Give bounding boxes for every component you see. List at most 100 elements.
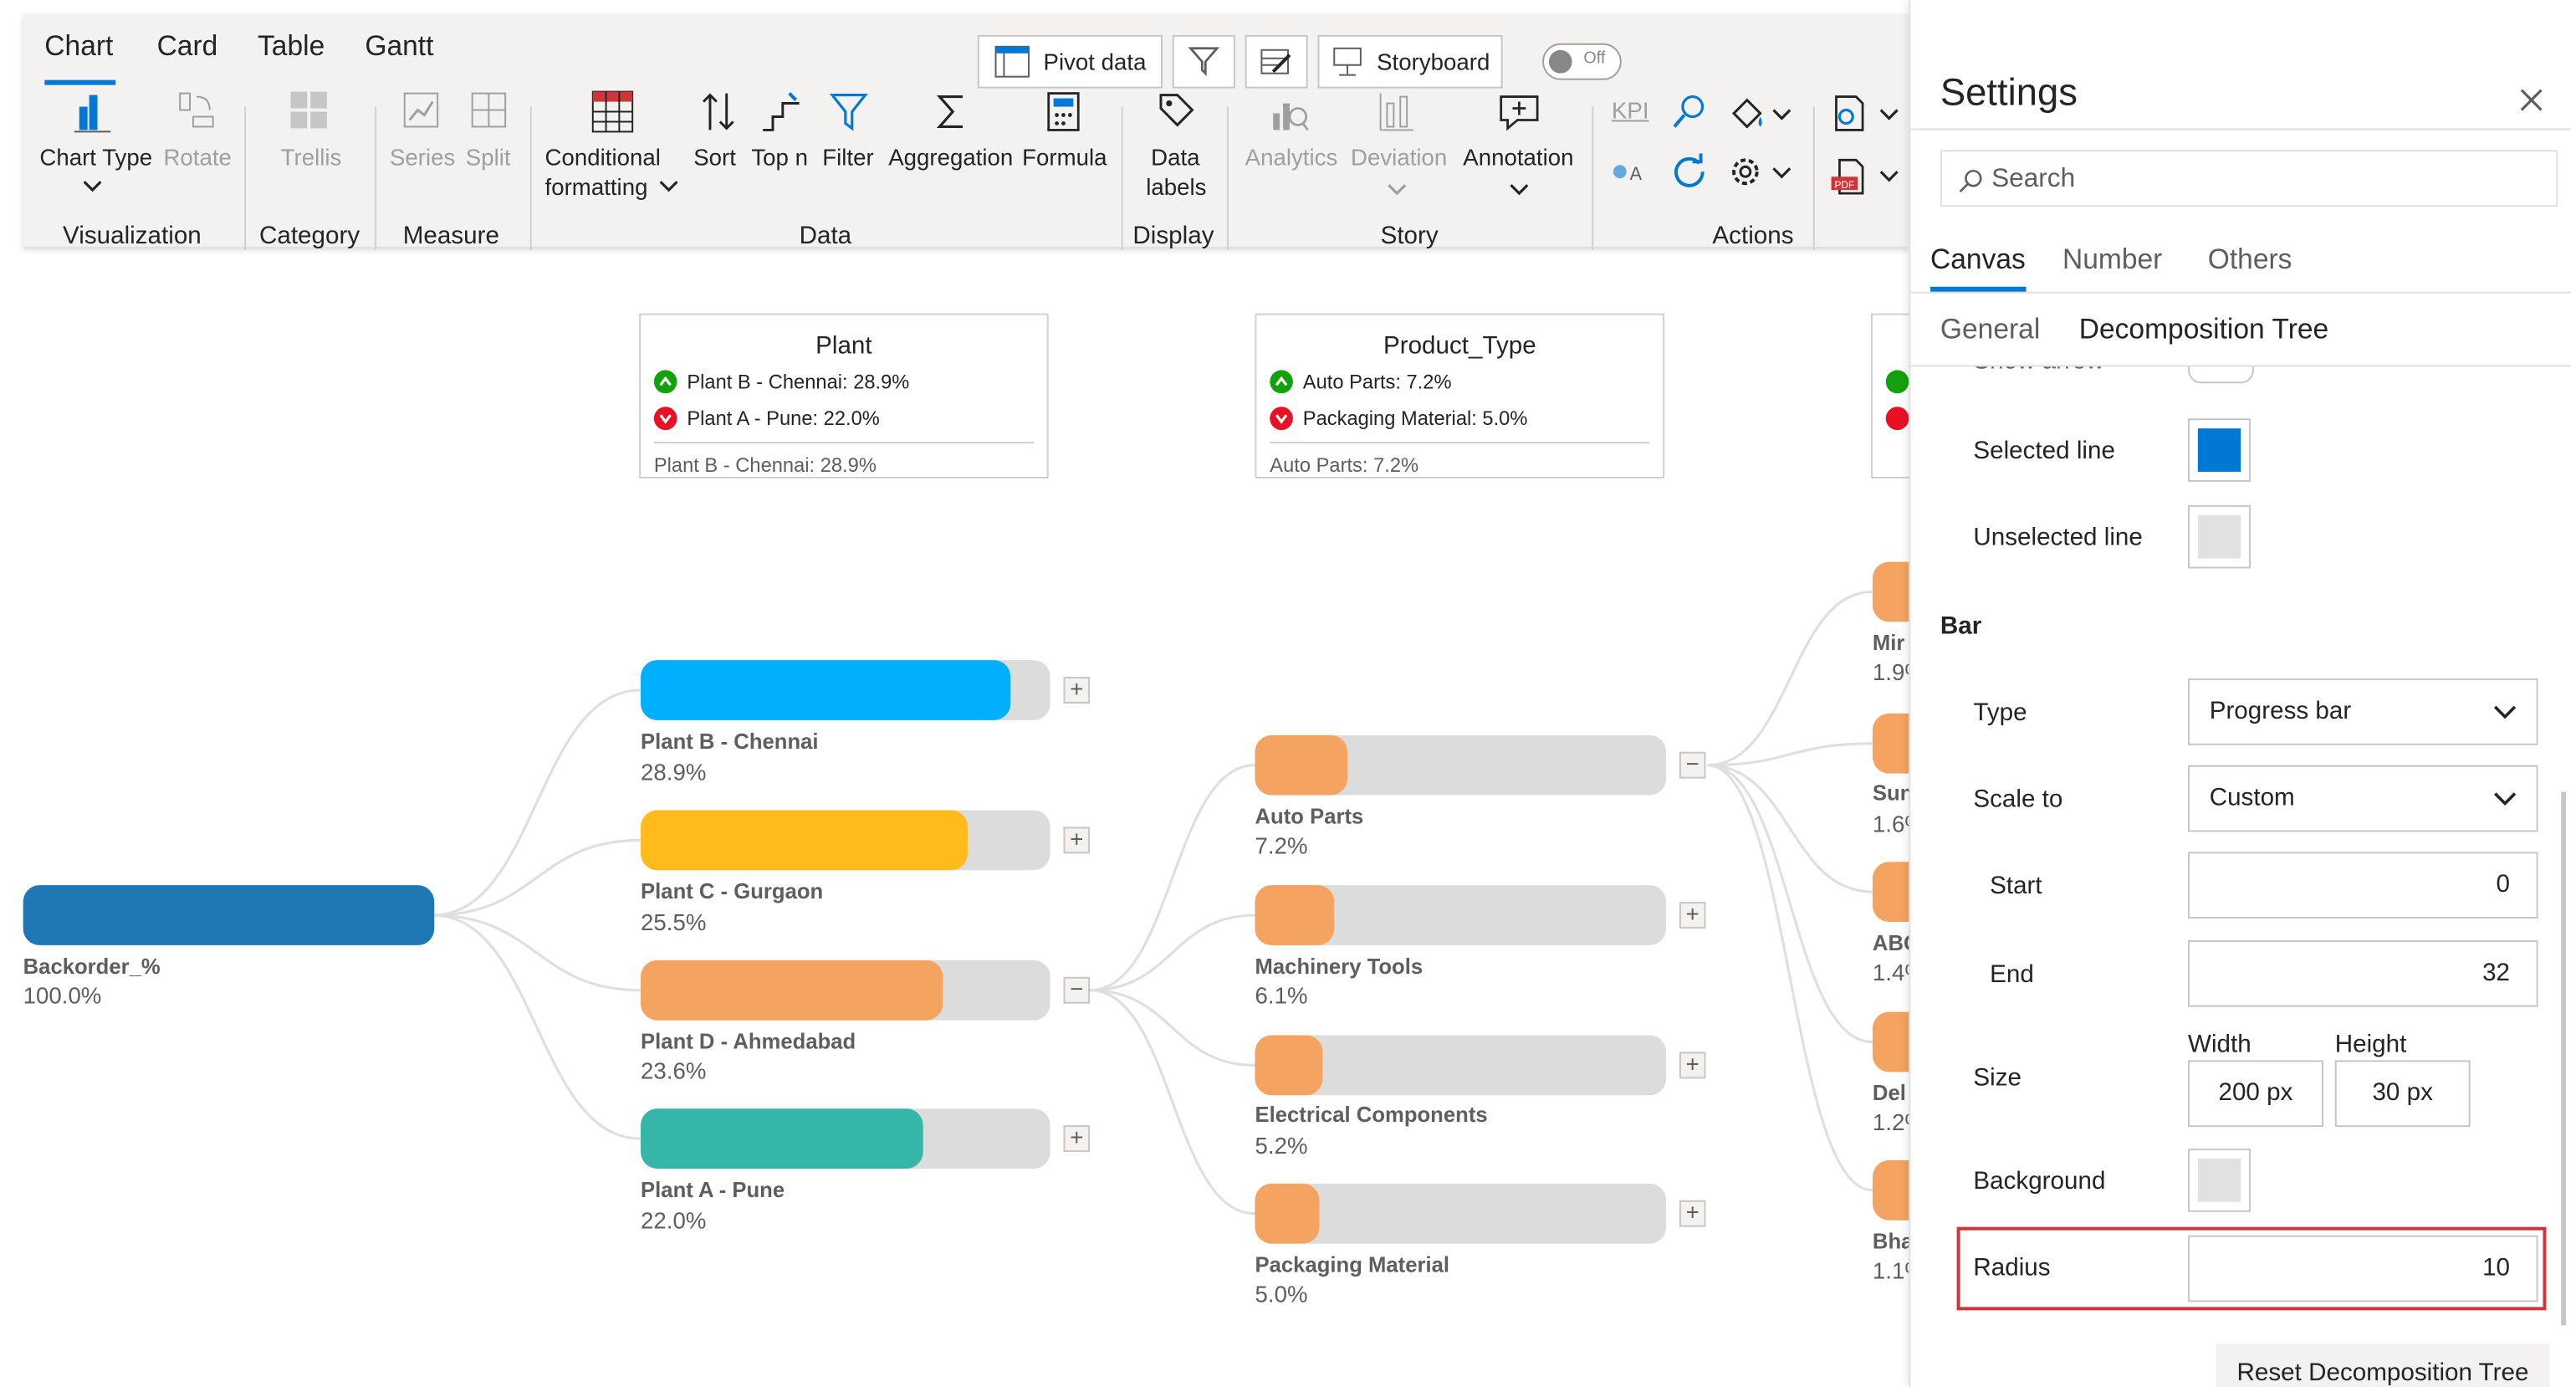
panel-scrollbar[interactable] [2561, 791, 2567, 1326]
split-button[interactable]: Split [465, 143, 511, 171]
search-icon[interactable] [1671, 94, 1707, 134]
tree-node-l3[interactable] [1872, 561, 1909, 622]
tree-node-l3[interactable] [1872, 1011, 1909, 1072]
background-color-picker[interactable] [2188, 1149, 2251, 1212]
label-toggle-icon[interactable]: A [1612, 160, 1651, 183]
tab-number[interactable]: Number [2062, 243, 2163, 275]
tree-node-l3[interactable] [1872, 713, 1909, 774]
expand-icon[interactable]: + [1679, 1052, 1706, 1079]
export-settings-icon[interactable] [1830, 94, 1869, 134]
filter-button[interactable]: Filter [822, 143, 874, 171]
selected-line-color-picker[interactable] [2188, 418, 2251, 482]
sort-button[interactable]: Sort [693, 143, 736, 171]
pdf-export-icon[interactable]: PDF [1830, 156, 1869, 197]
chevron-down-icon[interactable] [1771, 109, 1791, 122]
node-value: 23.6% [641, 1057, 707, 1084]
width-input[interactable]: 200 px [2188, 1060, 2323, 1128]
bar-type-select[interactable]: Progress bar [2188, 678, 2538, 745]
data-labels-line1[interactable]: Data [1151, 143, 1200, 171]
top-n-icon [763, 92, 800, 131]
chevron-down-icon[interactable] [1387, 183, 1407, 197]
settings-search-input[interactable]: Search [1940, 150, 2558, 207]
storyboard-button[interactable]: Storyboard [1317, 34, 1503, 89]
expand-icon[interactable]: + [1063, 827, 1091, 854]
top-n-button[interactable]: Top n [751, 143, 808, 171]
tree-node-l2[interactable] [1255, 1035, 1667, 1096]
arrow-up-icon [1885, 370, 1909, 394]
input-value: 10 [2482, 1253, 2511, 1282]
conditional-formatting-line1[interactable]: Conditional [544, 143, 661, 171]
chevron-down-icon[interactable] [1879, 109, 1899, 122]
trellis-button[interactable]: Trellis [280, 143, 342, 171]
expand-icon[interactable]: + [1063, 1125, 1091, 1153]
start-label: Start [1990, 872, 2042, 901]
filter-pane-button[interactable] [1172, 34, 1235, 89]
chevron-down-icon[interactable] [1510, 183, 1530, 197]
end-input[interactable]: 32 [2188, 939, 2538, 1007]
radius-label: Radius [1973, 1253, 2051, 1282]
expand-icon[interactable]: + [1063, 677, 1091, 704]
storyboard-toggle[interactable]: Off [1542, 43, 1622, 80]
table-edit-button[interactable] [1245, 34, 1308, 89]
chevron-down-icon [2494, 705, 2517, 719]
height-input[interactable]: 30 px [2334, 1060, 2471, 1128]
close-icon[interactable] [2518, 87, 2545, 114]
tree-node-l2[interactable] [1255, 885, 1667, 945]
deviation-button[interactable]: Deviation [1351, 143, 1448, 171]
tree-node-l3[interactable] [1872, 862, 1909, 923]
aggregation-button[interactable]: Aggregation [888, 143, 1014, 171]
show-arrow-toggle[interactable] [2188, 366, 2254, 384]
tree-node-l1[interactable] [641, 960, 1050, 1021]
tree-node-l1[interactable] [641, 1108, 1050, 1169]
analytics-button[interactable]: Analytics [1245, 143, 1338, 171]
input-value: 200 px [2218, 1078, 2293, 1108]
unselected-line-color-picker[interactable] [2188, 504, 2251, 569]
refresh-icon[interactable] [1671, 153, 1707, 190]
tab-table[interactable]: Table [258, 29, 325, 62]
chart-type-button[interactable]: Chart Type [39, 143, 153, 171]
toggle-knob [1548, 49, 1572, 74]
expand-icon[interactable]: + [1679, 902, 1706, 929]
chevron-down-icon[interactable] [1879, 170, 1899, 183]
collapse-icon[interactable]: − [1063, 977, 1091, 1004]
gear-icon[interactable] [1727, 153, 1763, 190]
tab-chart[interactable]: Chart [44, 29, 114, 62]
start-input[interactable]: 0 [2188, 852, 2538, 919]
subtab-general[interactable]: General [1940, 313, 2041, 345]
paint-bucket-icon[interactable] [1727, 94, 1766, 134]
chevron-down-icon[interactable] [83, 180, 103, 193]
insight-card-product-type: Product_Type Auto Parts: 7.2% Packaging … [1255, 313, 1665, 479]
radius-input[interactable]: 10 [2188, 1235, 2538, 1303]
tree-node-l2[interactable] [1255, 1183, 1667, 1244]
subtab-decomposition-tree[interactable]: Decomposition Tree [2078, 313, 2329, 345]
node-name: Auto Parts [1255, 803, 1364, 829]
tree-node-root[interactable] [23, 885, 435, 945]
card-top-text: Plant B - Chennai: 28.9% [687, 370, 910, 394]
formula-button[interactable]: Formula [1022, 143, 1107, 171]
chevron-down-icon[interactable] [659, 180, 679, 193]
expand-icon[interactable]: + [1679, 1200, 1706, 1227]
rotate-button[interactable]: Rotate [163, 143, 232, 171]
collapse-icon[interactable]: − [1679, 752, 1706, 779]
tree-node-l3[interactable] [1872, 1159, 1909, 1221]
height-label: Height [2334, 1030, 2407, 1059]
tab-others[interactable]: Others [2207, 243, 2292, 275]
kpi-button[interactable]: KPI [1611, 96, 1649, 124]
tree-node-l1[interactable] [641, 810, 1050, 871]
node-name: Plant A - Pune [641, 1176, 785, 1202]
chevron-down-icon[interactable] [1771, 166, 1791, 180]
tab-gantt[interactable]: Gantt [365, 29, 434, 62]
series-button[interactable]: Series [389, 143, 456, 171]
conditional-formatting-line2[interactable]: formatting [544, 173, 648, 201]
tree-node-l2[interactable] [1255, 734, 1667, 796]
scale-to-select[interactable]: Custom [2188, 765, 2538, 832]
group-divider [1121, 106, 1123, 250]
tree-node-l1[interactable] [641, 660, 1050, 720]
select-value: Progress bar [2209, 696, 2352, 725]
annotation-button[interactable]: Annotation [1463, 143, 1574, 171]
data-labels-line2[interactable]: labels [1146, 173, 1207, 201]
pivot-data-button[interactable]: Pivot data [977, 34, 1163, 89]
tab-card[interactable]: Card [156, 29, 218, 62]
reset-decomposition-tree-button[interactable]: Reset Decomposition Tree [2216, 1343, 2550, 1387]
tab-canvas[interactable]: Canvas [1930, 243, 2026, 275]
